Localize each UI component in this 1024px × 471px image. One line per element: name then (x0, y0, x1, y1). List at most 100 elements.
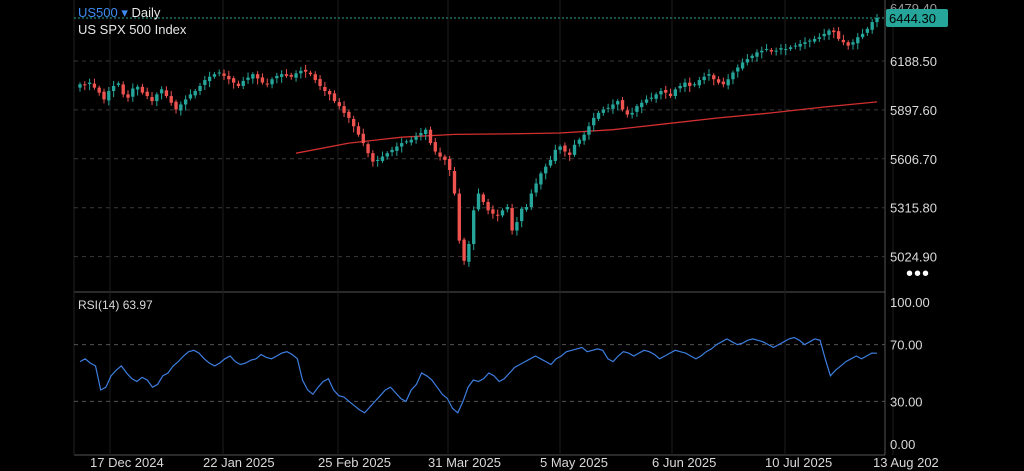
more-options-icon[interactable]: ••• (906, 263, 931, 285)
candle-body (750, 55, 754, 59)
candle-body (241, 80, 245, 86)
time-tick-label: 31 Mar 2025 (428, 455, 501, 470)
candle-body (313, 74, 317, 81)
candle-body (116, 83, 121, 85)
symbol-selector[interactable]: US500 ▾ (78, 5, 128, 20)
candle-body (520, 208, 524, 222)
candle-body (265, 83, 269, 85)
candle-body (107, 91, 111, 101)
chevron-down-icon[interactable]: ▾ (121, 5, 128, 20)
candle-body (568, 152, 572, 155)
candle-body (524, 206, 529, 210)
candle-body (169, 96, 173, 103)
candle-body (553, 149, 557, 161)
candle-body (712, 75, 716, 80)
candle-body (683, 82, 687, 87)
candle-body (803, 42, 807, 44)
candle-body (371, 153, 375, 162)
candle-body (587, 126, 591, 135)
candle-body (630, 112, 634, 115)
candle-body (808, 40, 812, 42)
candle-body (688, 82, 692, 86)
candle-body (736, 67, 740, 72)
rsi-current-value: 63.97 (122, 298, 153, 312)
rsi-line (79, 336, 878, 414)
candle-body (279, 74, 284, 77)
candle-body (102, 91, 106, 100)
candle-body (515, 222, 519, 231)
candle-body (308, 72, 313, 75)
rsi-tick-label: 30.00 (890, 394, 923, 409)
candle-body (303, 69, 308, 72)
time-axis[interactable]: 17 Dec 2024 22 Jan 2025 25 Feb 2025 31 Mar … (90, 455, 939, 470)
candle-body (769, 49, 774, 52)
price-tick-label: 5606.70 (890, 152, 937, 167)
chart-header: US500 ▾ Daily (78, 5, 160, 21)
candle-body (275, 75, 279, 79)
candle-body (433, 142, 437, 152)
candle-body (563, 145, 567, 152)
candle-body (452, 171, 457, 194)
candle-body (707, 74, 711, 76)
candle-body (92, 83, 97, 88)
candle-body (827, 30, 831, 35)
candle-body (592, 117, 596, 126)
candle-body (299, 70, 303, 74)
candle-body (822, 33, 826, 37)
candle-body (217, 72, 221, 74)
candle-body (231, 78, 236, 83)
candle-body (337, 102, 341, 107)
candle-body (812, 38, 817, 42)
candle-body (544, 166, 548, 174)
candle-body (836, 31, 841, 39)
rsi-tick-label: 0.00 (890, 437, 915, 452)
candle-body (788, 47, 793, 49)
candle-body (414, 136, 418, 140)
candle-body (409, 139, 413, 143)
candle-body (164, 90, 169, 97)
rsi-panel (74, 336, 885, 414)
candle-body (203, 80, 207, 85)
last-price-badge (886, 9, 948, 28)
candle-body (327, 91, 332, 95)
time-tick-label: 13 Aug 202 (873, 455, 939, 470)
candle-body (534, 183, 538, 193)
candle-body (351, 118, 356, 127)
price-axis[interactable]: 6188.505897.605606.705315.805024.906479.… (74, 1, 948, 452)
candle-body (616, 101, 620, 105)
candle-body (505, 206, 509, 210)
candle-body (760, 50, 764, 53)
candle-body (97, 87, 101, 93)
time-tick-label: 5 May 2025 (540, 455, 608, 470)
candle-body (510, 208, 514, 231)
candle-body (323, 86, 327, 92)
candle-body (668, 93, 673, 97)
time-tick-label: 6 Jun 2025 (652, 455, 716, 470)
candle-body (419, 133, 423, 136)
candle-body (496, 214, 500, 216)
candle-body (347, 111, 351, 118)
candle-body (678, 85, 682, 89)
candle-body (356, 126, 361, 135)
candle-body (145, 91, 149, 97)
price-tick-label: 5897.60 (890, 103, 937, 118)
timeframe-label[interactable]: Daily (131, 5, 161, 20)
candle-body (404, 141, 409, 143)
candle-body (193, 91, 197, 96)
candle-body (183, 99, 188, 105)
candle-body (375, 159, 380, 161)
candle-body (640, 102, 644, 108)
candle-body (111, 85, 116, 92)
candle-body (462, 239, 466, 261)
candle-body (596, 112, 601, 119)
candle-body (251, 74, 255, 79)
candle-body (260, 77, 265, 83)
candle-body (131, 88, 135, 97)
time-tick-label: 22 Jan 2025 (203, 455, 275, 470)
candle-body (361, 133, 365, 144)
candle-body (83, 84, 87, 86)
candle-body (212, 74, 217, 77)
last-price-label: 6444.30 (889, 11, 936, 26)
time-tick-label: 10 Jul 2025 (765, 455, 832, 470)
